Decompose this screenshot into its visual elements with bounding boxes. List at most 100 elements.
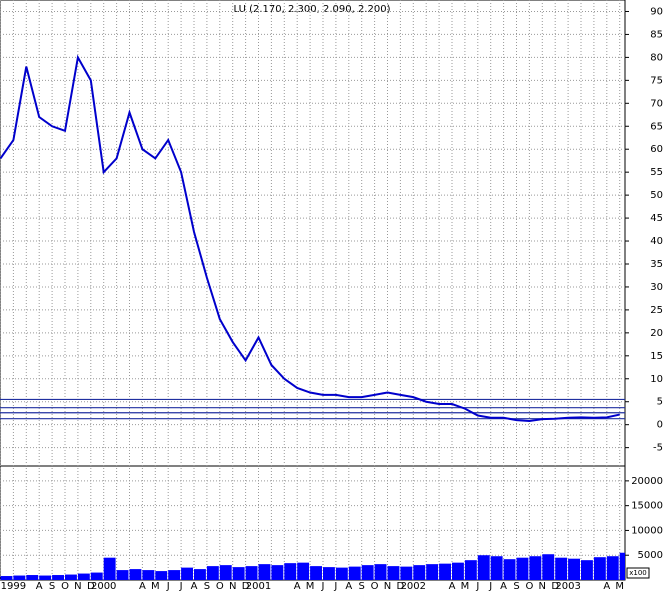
x-tick-label: A [191, 581, 198, 592]
y-tick-label: -5 [653, 443, 663, 454]
x-tick-label: D [397, 581, 405, 592]
y-tick-label: 25 [650, 305, 663, 316]
volume-bar [194, 569, 206, 580]
volume-bar [452, 562, 464, 580]
y-tick-label: 40 [650, 236, 663, 247]
volume-bar [103, 557, 116, 580]
y-tick-label: 75 [650, 75, 663, 86]
volume-bar [400, 566, 413, 580]
y-tick-label: 20 [650, 328, 663, 339]
x-tick-label: 2003 [555, 581, 580, 592]
y-tick-label: 90 [650, 6, 663, 17]
volume-bar [65, 574, 77, 580]
x-tick-label: A [500, 581, 507, 592]
x-tick-label: O [525, 581, 533, 592]
volume-bar [555, 557, 568, 580]
x-tick-label: N [539, 581, 546, 592]
volume-bar [142, 570, 155, 580]
x-tick-label: A [139, 581, 146, 592]
volume-bar [568, 558, 580, 580]
x-tick-label: M [151, 581, 160, 592]
volume-bar [0, 576, 13, 580]
y-tick-label: 30 [650, 282, 663, 293]
volume-bar [542, 554, 555, 580]
volume-bar [219, 565, 232, 580]
volume-bar [129, 569, 142, 580]
x-tick-label: J [179, 581, 183, 592]
volume-bar [606, 556, 619, 580]
x-tick-label: A [449, 581, 456, 592]
volume-bar [387, 566, 400, 580]
x-tick-label: O [216, 581, 224, 592]
volume-bar [39, 575, 52, 580]
volume-bar [439, 563, 451, 580]
volume-bar [155, 571, 168, 580]
volume-bar [258, 564, 271, 580]
x-tick-label: S [204, 581, 210, 592]
volume-bar [116, 570, 129, 580]
volume-bar [232, 567, 245, 580]
x-tick-label: N [229, 581, 236, 592]
y-tick-label: 85 [650, 29, 663, 40]
volume-bar [464, 560, 477, 580]
volume-bar [310, 566, 322, 580]
unit-label: x100 [629, 569, 647, 577]
x-tick-label: S [49, 581, 55, 592]
volume-bar [52, 575, 64, 580]
volume-bar [619, 552, 625, 580]
x-tick-label: N [74, 581, 81, 592]
volume-bar [490, 556, 503, 580]
volume-bar [284, 563, 297, 580]
volume-bar [77, 573, 90, 580]
volume-bar [581, 560, 593, 580]
y-tick-label: 0 [657, 420, 663, 431]
volume-bar [168, 570, 181, 580]
x-tick-label: A [36, 581, 43, 592]
price-line [0, 54, 620, 423]
x-tick-label: A [345, 581, 352, 592]
volume-bar [361, 565, 374, 580]
x-tick-label: A [294, 581, 301, 592]
y-tick-label: 5000 [638, 550, 663, 561]
volume-bar [335, 567, 348, 580]
y-tick-label: 70 [650, 98, 663, 109]
x-tick-label: M [461, 581, 470, 592]
volume-bar [348, 566, 361, 580]
y-tick-label: 65 [650, 121, 663, 132]
y-tick-label: 80 [650, 52, 663, 63]
y-tick-label: 45 [650, 213, 663, 224]
x-tick-label: O [61, 581, 69, 592]
chart-title: LU (2.170, 2.300, 2.090, 2.200) [234, 4, 391, 15]
volume-bar [245, 566, 258, 580]
volume-bar [323, 567, 335, 580]
volume-bar [26, 575, 39, 580]
x-tick-label: S [359, 581, 365, 592]
x-tick-label: N [384, 581, 391, 592]
y-tick-label: 5 [657, 397, 663, 408]
x-tick-label: A [603, 581, 610, 592]
y-tick-label: 55 [650, 167, 663, 178]
x-tick-label: J [166, 581, 170, 592]
unit-box [626, 567, 650, 579]
x-tick-label: 2000 [91, 581, 116, 592]
volume-bar [374, 564, 387, 580]
y-tick-label: 20000 [631, 476, 663, 487]
volume-bar [593, 557, 606, 580]
y-tick-label: 60 [650, 144, 663, 155]
volume-bar [503, 559, 516, 580]
x-tick-label: D [87, 581, 95, 592]
y-tick-label: 35 [650, 259, 663, 270]
x-tick-label: 2001 [246, 581, 271, 592]
volume-bar [477, 555, 490, 580]
x-tick-label: J [333, 581, 337, 592]
x-tick-label: J [488, 581, 492, 592]
volume-bar [206, 566, 219, 580]
volume-bar [426, 564, 439, 580]
y-tick-label: 15000 [631, 501, 663, 512]
x-tick-label: M [306, 581, 315, 592]
volume-bar [271, 565, 284, 580]
x-tick-label: S [513, 581, 519, 592]
volume-bar [13, 575, 26, 580]
